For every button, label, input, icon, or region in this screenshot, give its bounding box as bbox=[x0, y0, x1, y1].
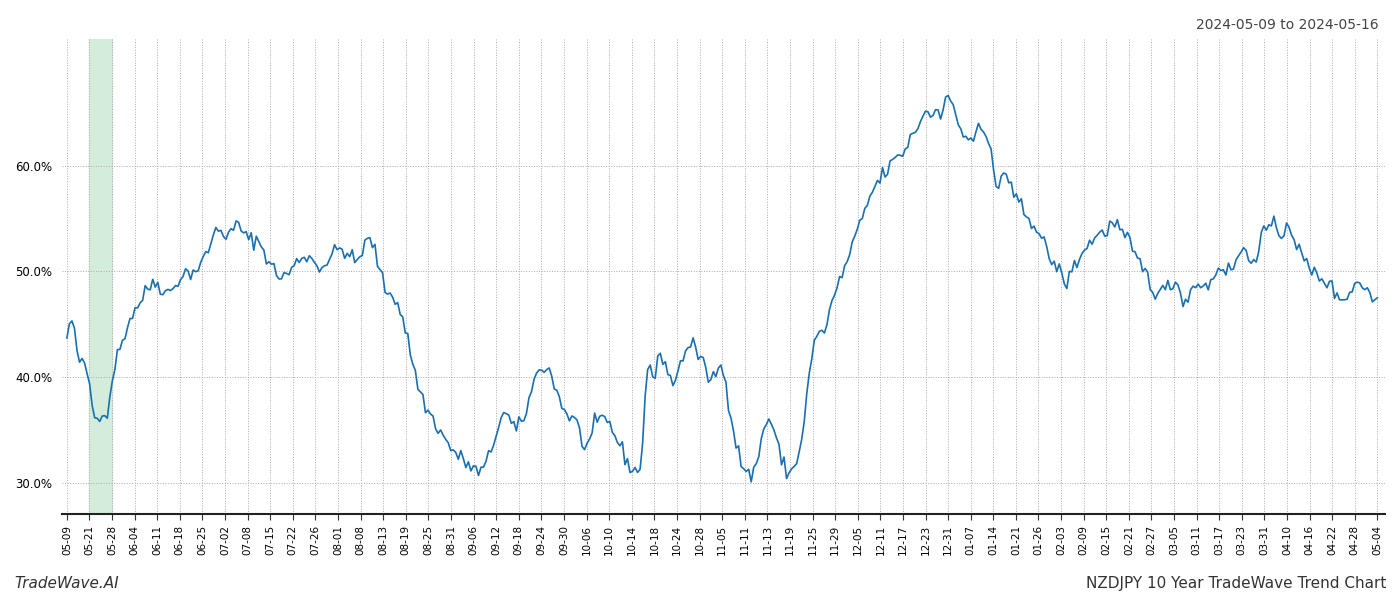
Text: TradeWave.AI: TradeWave.AI bbox=[14, 576, 119, 591]
Text: NZDJPY 10 Year TradeWave Trend Chart: NZDJPY 10 Year TradeWave Trend Chart bbox=[1085, 576, 1386, 591]
Text: 2024-05-09 to 2024-05-16: 2024-05-09 to 2024-05-16 bbox=[1197, 18, 1379, 32]
Bar bbox=[90, 39, 112, 514]
